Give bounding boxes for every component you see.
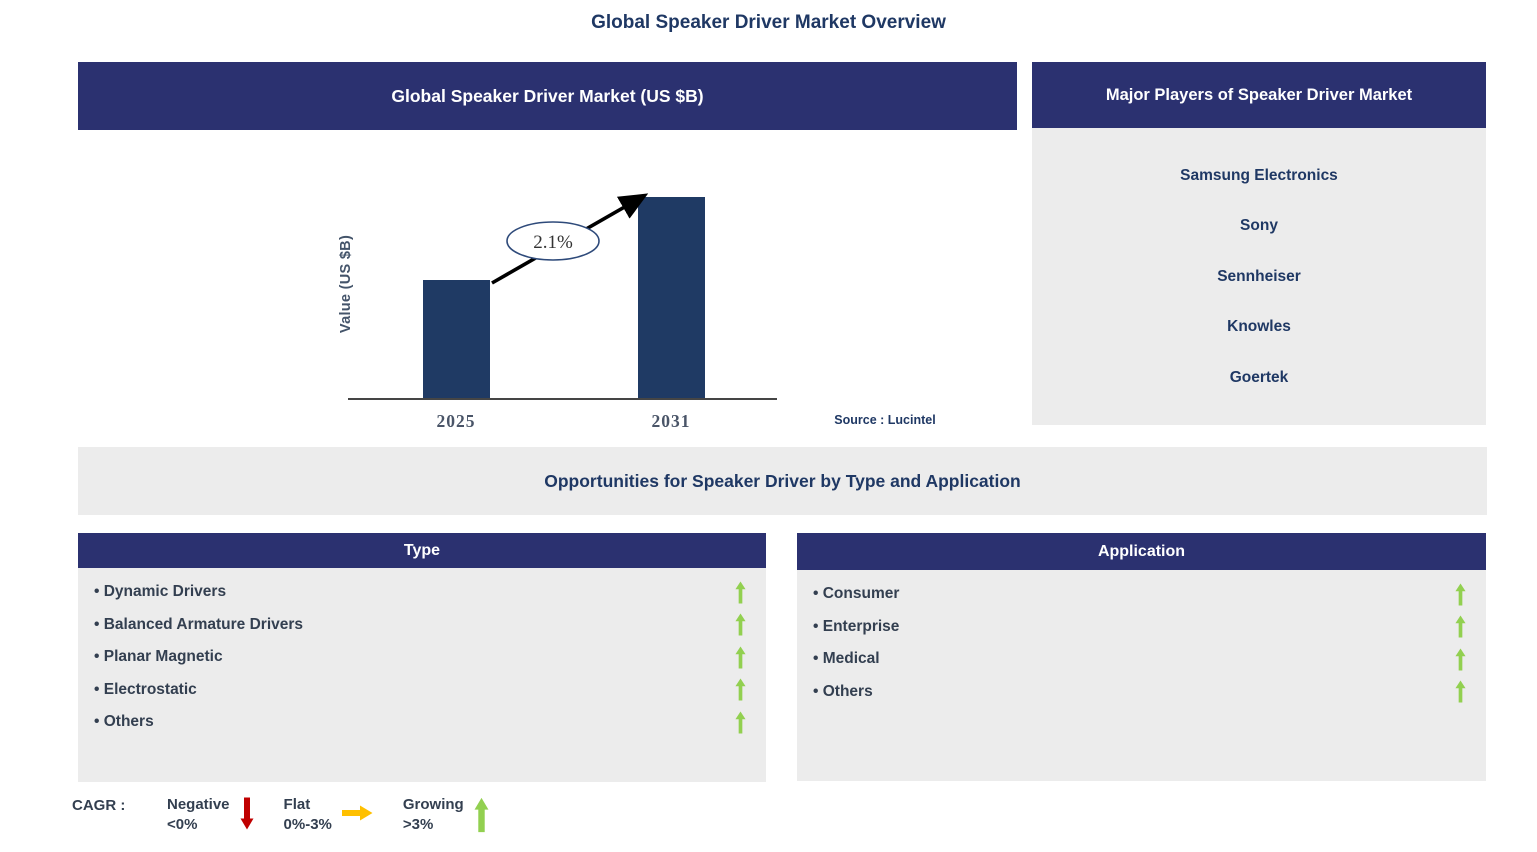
application-item-label: Medical [813,650,880,668]
trend-up-icon [735,678,746,701]
source-label: Source : Lucintel [834,413,936,427]
legend-flat-name: Flat [283,796,311,813]
type-item-row: Dynamic Drivers [78,576,766,609]
right-arrow-icon [341,805,373,821]
type-item-label: Balanced Armature Drivers [94,616,303,634]
type-item-label: Others [94,713,154,731]
trend-up-icon [1455,648,1466,671]
trend-up-icon [735,646,746,669]
type-panel-header: Type [78,533,766,568]
legend-growing-range: >3% [402,816,434,833]
trend-up-icon [1455,680,1466,703]
page-title: Global Speaker Driver Market Overview [591,12,946,33]
bar-2031 [638,197,705,399]
application-item-label: Others [813,683,873,701]
legend-entry-flat: Flat 0%-3% [284,795,387,835]
players-list: Samsung Electronics Sony Sennheiser Know… [1032,128,1486,425]
up-arrow-icon [474,797,489,833]
application-item-row: Enterprise [797,611,1486,644]
player-name: Knowles [1227,318,1291,335]
legend-flat-range: 0%-3% [283,816,332,833]
x-tick-2025: 2025 [436,411,476,431]
legend-negative-range: <0% [167,816,198,833]
trend-up-icon [735,711,746,734]
type-item-row: Electrostatic [78,674,766,707]
cagr-annotation: 2.1% [491,193,649,285]
player-name: Sennheiser [1217,267,1301,285]
bar-2025 [423,280,490,399]
players-panel-header: Major Players of Speaker Driver Market [1032,62,1486,128]
cagr-value: 2.1% [533,232,573,253]
application-item-row: Medical [797,643,1486,676]
trend-up-icon [735,581,746,604]
type-item-row: Planar Magnetic [78,641,766,674]
player-name: Goertek [1229,368,1289,386]
trend-up-icon [735,613,746,636]
legend-negative-name: Negative [167,796,230,813]
application-panel-header: Application [797,533,1486,570]
trend-up-icon [1455,615,1466,638]
player-name: Samsung Electronics [1180,166,1338,184]
type-panel-body: Dynamic Drivers Balanced Armature Driver… [78,568,766,782]
legend-growing-name: Growing [402,796,464,813]
cagr-legend: CAGR : Negative <0% Flat 0%-3% Growing >… [72,795,519,835]
legend-entry-negative: Negative <0% [167,795,268,835]
legend-entry-growing: Growing >3% [403,795,503,835]
market-panel-header: Global Speaker Driver Market (US $B) [78,62,1017,130]
type-item-label: Electrostatic [94,681,197,699]
x-axis-line [348,398,777,400]
value-axis-label: Value (US $B) [338,234,354,334]
type-item-label: Planar Magnetic [94,648,223,666]
cagr-callout-ellipse [506,221,600,261]
application-item-row: Others [797,676,1486,709]
cagr-legend-label: CAGR : [72,797,126,814]
type-item-row: Others [78,706,766,739]
player-name: Sony [1240,217,1278,234]
opportunities-title: Opportunities for Speaker Driver by Type… [78,447,1487,515]
x-tick-2031: 2031 [651,411,691,431]
type-item-label: Dynamic Drivers [94,583,226,601]
application-panel-body: Consumer Enterprise Medical Others [797,570,1486,781]
application-item-row: Consumer [797,578,1486,611]
type-item-row: Balanced Armature Drivers [78,609,766,642]
application-item-label: Enterprise [813,618,900,636]
down-arrow-icon [240,797,254,830]
trend-up-icon [1455,583,1466,606]
application-item-label: Consumer [813,585,900,603]
